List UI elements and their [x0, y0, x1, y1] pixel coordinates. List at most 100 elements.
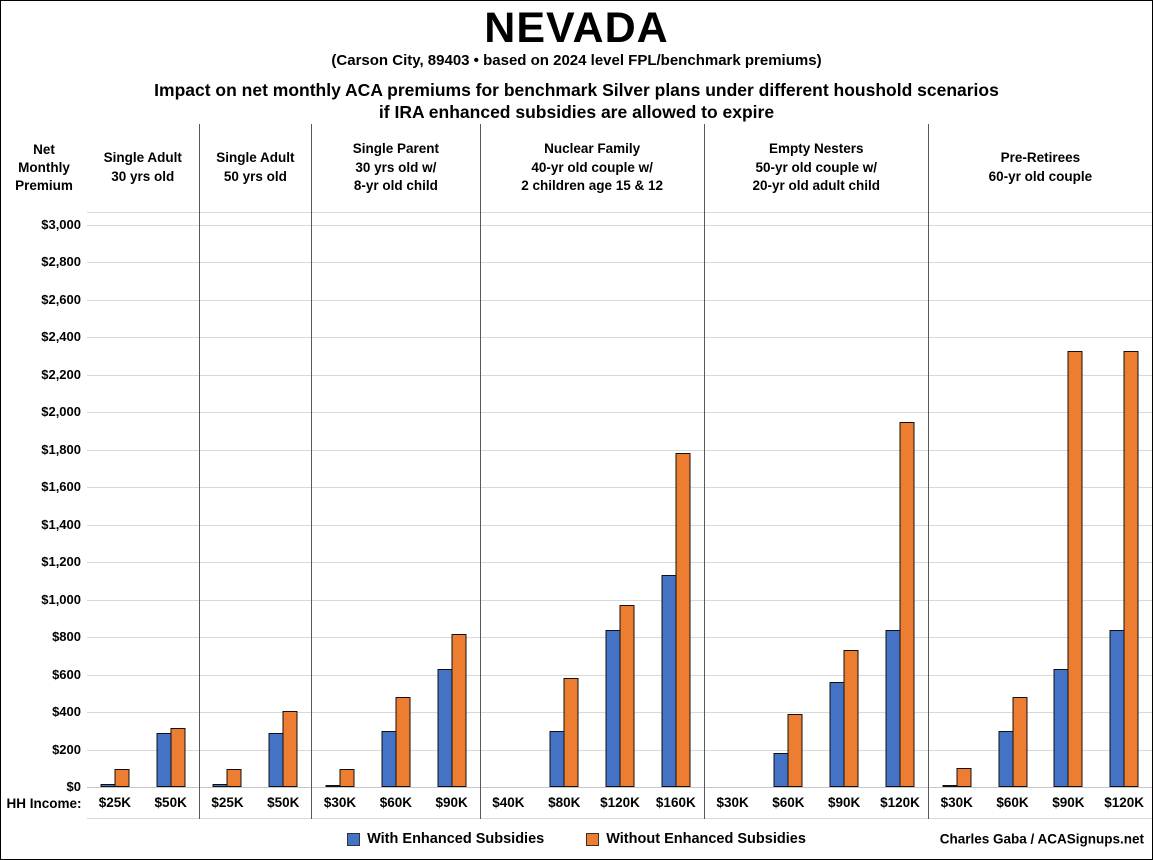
scenario-group-header: Single Adult 30 yrs old [103, 150, 182, 184]
orange-swatch-icon [586, 832, 600, 846]
income-label: $80K [548, 795, 581, 810]
bar-pair [998, 697, 1028, 787]
scenario-group: Single Parent 30 yrs old w/ 8-yr old chi… [311, 124, 480, 819]
y-tick-label: $3,000 [41, 217, 81, 232]
bar-pair [212, 769, 242, 787]
y-tick-label: $2,200 [41, 366, 81, 382]
bar-with-subsidies [437, 669, 453, 787]
bar-with-subsidies [381, 731, 397, 787]
bar-pair [942, 768, 972, 787]
bar-pair [156, 728, 186, 787]
income-label: $60K [996, 795, 1029, 810]
bar-without-subsidies [226, 769, 242, 787]
blue-swatch-icon [347, 832, 361, 846]
legend-label: Without Enhanced Subsidies [606, 831, 806, 847]
bar-pair [885, 422, 915, 787]
bar-with-subsidies [212, 784, 228, 787]
legend-label: With Enhanced Subsidies [367, 831, 545, 847]
y-axis-ticks: $0 $200 $400 $600 $800 $1,000 $1,200 $1,400 $1,6… [1, 212, 81, 794]
y-tick-label: $800 [52, 629, 81, 645]
income-labels: $25K $50K [87, 787, 199, 819]
income-label: $60K [772, 795, 805, 810]
income-label: $40K [492, 795, 525, 810]
scenario-group-header: Single Adult 50 yrs old [216, 150, 295, 184]
scenario-group: Nuclear Family 40-yr old couple w/ 2 chi… [479, 124, 704, 819]
gridline [87, 337, 1152, 339]
bar-with-subsidies [549, 731, 565, 787]
bar-slot [816, 212, 872, 787]
bar-pair [773, 714, 803, 787]
income-label: $120K [1104, 795, 1145, 810]
bar-pair [268, 711, 298, 787]
bar-pair [437, 634, 467, 787]
y-axis: Net Monthly Premium $0 $200 $400 $600 $800 $1… [1, 124, 87, 819]
bar-slot [929, 212, 985, 787]
scenario-group-plot [481, 212, 704, 787]
bar-with-subsidies [156, 733, 172, 787]
bar-without-subsidies [787, 714, 803, 787]
gridline [87, 299, 1152, 301]
bar-pair [1109, 351, 1139, 787]
y-tick-label: $2,400 [41, 329, 81, 345]
scenario-group: Single Adult 50 yrs old $25K $50K [198, 124, 312, 819]
bar-slot [648, 212, 704, 787]
bar-without-subsidies [114, 769, 130, 787]
scenario-group-plot [200, 212, 312, 787]
bar-slot [705, 212, 761, 787]
scenario-group: Pre-Retirees 60-yr old couple $30K $60K $90… [927, 124, 1152, 819]
gridline [87, 449, 1152, 451]
income-labels: $30K $60K $90K $120K [704, 787, 928, 819]
x-axis-baseline [87, 787, 1152, 788]
income-label: $30K [323, 795, 357, 810]
bar-without-subsidies [1012, 697, 1028, 787]
chart-groups: Single Adult 30 yrs old $25K $50K Single Ad… [87, 124, 1152, 819]
chart-heading-line2: if IRA enhanced subsidies are allowed to… [378, 102, 775, 123]
bar-slot [368, 212, 424, 787]
income-label: $30K [716, 795, 749, 810]
scenario-group-plot [705, 212, 928, 787]
gridline [87, 262, 1152, 264]
scenario-group-header: Pre-Retirees 60-yr old couple [988, 150, 1093, 184]
gridline [87, 599, 1152, 601]
y-tick-label: $2,000 [41, 404, 81, 420]
title-block: NEVADA (Carson City, 89403 • based on 20… [1, 1, 1152, 124]
income-label: $120K [880, 795, 920, 810]
bar-with-subsidies [100, 784, 116, 787]
chart-subtitle: (Carson City, 89403 • based on 2024 leve… [331, 52, 822, 69]
bar-slot [1040, 212, 1096, 787]
y-tick-label: $1,400 [41, 516, 81, 532]
bar-with-subsidies [1109, 630, 1125, 787]
x-axis-title: HH Income: [6, 795, 82, 811]
bar-without-subsidies [675, 453, 691, 787]
bar-slot [1096, 212, 1152, 787]
credit-text: Charles Gaba / ACASignups.net [939, 831, 1144, 847]
income-labels: $30K $60K $90K [312, 787, 480, 819]
bar-pair [100, 769, 130, 787]
bar-without-subsidies [899, 422, 915, 787]
income-label: $30K [940, 795, 973, 810]
bar-without-subsidies [843, 650, 859, 787]
bar-with-subsidies [773, 753, 789, 787]
y-tick-label: $2,800 [41, 254, 81, 270]
income-label: $25K [98, 795, 132, 810]
income-label: $90K [1052, 795, 1085, 810]
legend: With Enhanced Subsidies Without Enhanced… [1, 819, 1152, 859]
y-tick-label: $2,600 [41, 291, 81, 307]
income-label: $50K [154, 795, 187, 810]
y-tick-label: $1,800 [41, 441, 81, 457]
scenario-group: Single Adult 30 yrs old $25K $50K [87, 124, 199, 819]
bar-slot [592, 212, 648, 787]
bar-slot [143, 212, 199, 787]
bar-with-subsidies [998, 731, 1014, 787]
scenario-group-plot [87, 212, 199, 787]
income-label: $25K [211, 795, 244, 810]
scenario-group-header: Empty Nesters 50-yr old couple w/ 20-yr … [752, 141, 881, 194]
bar-without-subsidies [395, 697, 411, 787]
bar-without-subsidies [282, 711, 298, 787]
bar-without-subsidies [956, 768, 972, 787]
bar-without-subsidies [563, 678, 579, 787]
income-label: $60K [379, 795, 412, 810]
bar-pair [325, 769, 355, 787]
income-labels: $25K $50K [199, 787, 312, 819]
